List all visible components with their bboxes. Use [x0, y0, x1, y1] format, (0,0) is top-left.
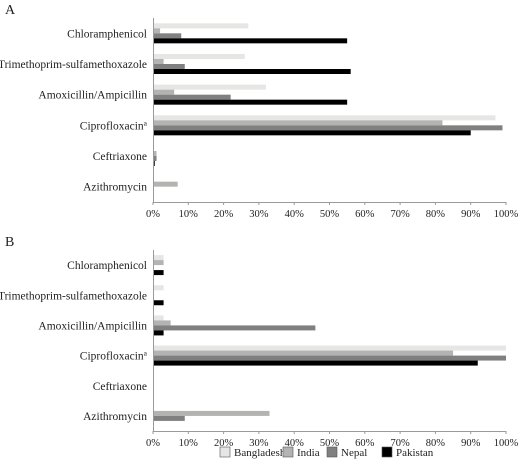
category-superscript: a — [144, 118, 148, 127]
x-tick-label: 50% — [320, 438, 340, 449]
bar — [153, 64, 185, 69]
x-tick-label: 0% — [146, 438, 160, 449]
legend-label: Bangladesh — [234, 447, 286, 459]
bar — [153, 99, 348, 105]
bar — [153, 33, 182, 39]
bar — [153, 130, 471, 136]
x-tick-label: 100% — [494, 209, 519, 220]
x-tick-label: 10% — [179, 438, 199, 449]
chart-panel-a: A Chloramphenicol Trimethoprim-sulfamethox… — [0, 3, 519, 220]
x-tick-label: 40% — [285, 209, 305, 220]
x-tick-label: 80% — [426, 438, 446, 449]
legend-item: India — [282, 446, 320, 459]
category-label: Ciprofloxacina — [80, 118, 148, 132]
panel-label: A — [5, 3, 16, 18]
bar — [153, 355, 506, 361]
category-label: Amoxicillin/Ampicillin — [38, 90, 147, 102]
legend-swatch — [326, 446, 338, 458]
x-tick-label: 20% — [214, 438, 234, 449]
bar — [153, 38, 348, 44]
x-tick-label: 40% — [285, 438, 305, 449]
legend-swatch — [219, 446, 231, 458]
legend: Bangladesh India Nepal Pakistan — [219, 446, 434, 459]
x-tick-label: 80% — [426, 209, 446, 220]
category-label: Ceftriaxone — [93, 381, 147, 393]
x-tick-label: 50% — [320, 209, 340, 220]
category-superscript: a — [144, 349, 148, 358]
bar — [153, 325, 316, 331]
bar — [153, 156, 157, 161]
category-label: Trimethoprim-sulfamethoxazole — [0, 290, 147, 302]
category-label: Chloramphenicol — [67, 28, 147, 40]
bar — [153, 285, 164, 291]
bar — [153, 300, 164, 306]
panel-label: B — [5, 235, 14, 250]
chart-panel-b: B Chloramphenicol Trimethoprim-sulfamethox… — [0, 235, 519, 449]
bar — [153, 115, 496, 121]
bar — [153, 330, 164, 336]
bar — [153, 28, 161, 34]
legend-label: Pakistan — [396, 447, 434, 459]
legend-label: Nepal — [341, 447, 367, 459]
bar — [153, 415, 185, 421]
bar — [153, 69, 351, 74]
bar — [153, 410, 270, 416]
x-tick-label: 100% — [494, 438, 519, 449]
category-label: Trimethoprim-sulfamethoxazole — [0, 59, 147, 71]
category-label: Azithromycin — [83, 182, 147, 194]
bar — [153, 255, 164, 261]
x-tick-label: 70% — [390, 209, 410, 220]
bar — [153, 315, 164, 321]
bar — [153, 151, 157, 156]
bar — [153, 350, 454, 356]
bar — [153, 54, 245, 59]
legend-item: Nepal — [326, 446, 367, 459]
category-label: Ceftriaxone — [93, 151, 147, 163]
bar — [153, 345, 506, 351]
x-tick-label: 30% — [249, 209, 269, 220]
legend-label: India — [297, 447, 320, 459]
bar — [153, 320, 171, 326]
bar — [153, 94, 231, 100]
bar — [153, 59, 164, 64]
bar — [153, 125, 503, 131]
bar — [153, 260, 164, 266]
bar — [153, 360, 478, 366]
x-tick-label: 70% — [390, 438, 410, 449]
bar — [153, 84, 266, 90]
legend-swatch — [381, 446, 393, 458]
category-label: Chloramphenicol — [67, 260, 147, 272]
x-tick-label: 90% — [461, 209, 481, 220]
x-tick-label: 30% — [249, 438, 269, 449]
x-tick-label: 20% — [214, 209, 234, 220]
legend-swatch — [282, 446, 294, 458]
category-label: Amoxicillin/Ampicillin — [38, 320, 147, 332]
x-tick-label: 60% — [355, 209, 375, 220]
legend-item: Bangladesh — [219, 446, 286, 459]
bar — [153, 181, 178, 187]
x-tick-label: 10% — [179, 209, 199, 220]
category-label: Azithromycin — [83, 411, 147, 423]
bar — [153, 89, 175, 95]
bar — [153, 270, 164, 276]
category-label: Ciprofloxacina — [80, 349, 148, 363]
legend-item: Pakistan — [381, 446, 434, 459]
bar — [153, 120, 443, 126]
x-tick-label: 0% — [146, 209, 160, 220]
x-tick-label: 90% — [461, 438, 481, 449]
x-tick-label: 60% — [355, 438, 375, 449]
bar — [153, 23, 249, 29]
